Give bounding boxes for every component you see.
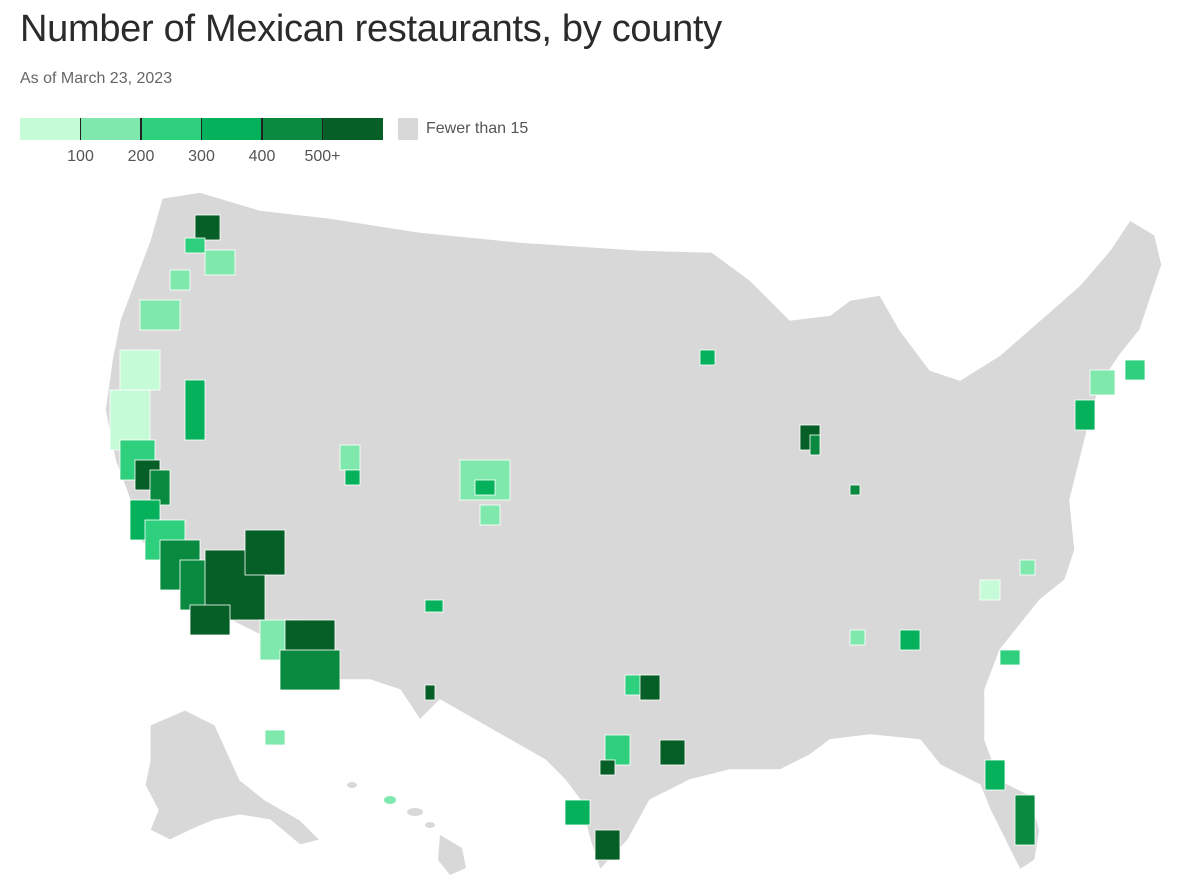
county-shape (424, 684, 436, 701)
legend-swatch (201, 118, 262, 140)
legend-swatch (141, 118, 202, 140)
county-shape (264, 729, 286, 746)
county-shape (479, 504, 501, 526)
legend-swatch (80, 118, 141, 140)
county-shape (184, 379, 206, 441)
county-shape (189, 604, 231, 636)
county-shape (169, 269, 191, 291)
county-shape (139, 299, 181, 331)
county-shape (699, 349, 716, 366)
legend-tick-mark (200, 118, 203, 140)
chart-title: Number of Mexican restaurants, by county (20, 8, 722, 50)
legend-tick-label: 400 (248, 148, 276, 165)
legend-tick-label: 200 (127, 148, 155, 165)
county-shape (999, 649, 1021, 666)
county-shape (639, 674, 661, 701)
county-shape (899, 629, 921, 651)
legend-tick-mark (140, 118, 142, 140)
county-shape (339, 444, 361, 471)
legend-swatch (322, 118, 383, 140)
legend-tick-mark (321, 118, 324, 140)
county-shape (1014, 794, 1036, 846)
county-shape (119, 349, 161, 391)
color-legend: 100 200 300 400 500+ Fewer than 15 (20, 118, 620, 178)
legend-tick-label: 100 (67, 148, 94, 165)
county-shape (1074, 399, 1096, 431)
legend-no-data-swatch (398, 118, 418, 140)
legend-tick-mark (261, 118, 263, 140)
legend-tick-label: 500+ (304, 148, 341, 165)
county-fill-layer (109, 214, 1146, 861)
county-shape (204, 249, 236, 276)
legend-tick-label: 300 (188, 148, 215, 165)
chart-subtitle: As of March 23, 2023 (20, 70, 173, 87)
county-shape (1124, 359, 1146, 381)
county-shape (809, 434, 821, 456)
county-shape (474, 479, 496, 496)
county-shape (849, 629, 866, 646)
county-shape (979, 579, 1001, 601)
county-shape (344, 469, 361, 486)
county-shape (984, 759, 1006, 791)
alaska-land (144, 709, 322, 846)
county-shape (564, 799, 591, 826)
legend-swatch (262, 118, 323, 140)
county-shape (244, 529, 286, 576)
legend-tick-mark (79, 118, 82, 140)
county-shape (184, 237, 206, 254)
county-shape (194, 214, 221, 241)
county-shape (1019, 559, 1036, 576)
legend-color-bar (20, 118, 383, 140)
county-shape (599, 759, 616, 776)
county-shape (424, 599, 444, 613)
county-shape (849, 484, 861, 496)
legend-no-data-label: Fewer than 15 (426, 120, 529, 137)
county-shape (594, 829, 621, 861)
county-shape (1089, 369, 1116, 396)
legend-swatch (20, 118, 81, 140)
county-shape (659, 739, 686, 766)
county-shape (279, 649, 341, 691)
us-county-map (104, 191, 1163, 875)
hawaii-land (347, 782, 466, 875)
